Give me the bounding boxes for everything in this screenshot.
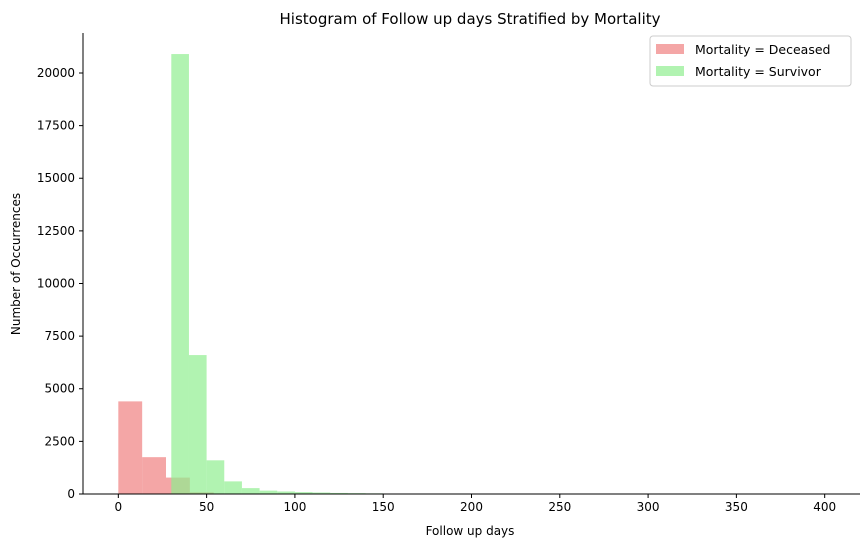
legend-swatch-survivor — [656, 66, 684, 76]
histogram-bar-survivor-0 — [171, 54, 189, 494]
y-tick-label: 15000 — [37, 171, 75, 185]
bars-layer — [118, 54, 824, 494]
histogram-bar-survivor-3 — [224, 481, 242, 494]
y-tick-label: 17500 — [37, 119, 75, 133]
histogram-bar-survivor-2 — [207, 460, 225, 494]
chart-title: Histogram of Follow up days Stratified b… — [280, 10, 661, 28]
histogram-bar-deceased-1 — [142, 457, 166, 494]
legend-swatch-deceased — [656, 44, 684, 54]
y-tick-label: 7500 — [44, 329, 75, 343]
y-tick-label: 20000 — [37, 66, 75, 80]
x-tick-label: 250 — [548, 500, 571, 514]
x-tick-label: 300 — [637, 500, 660, 514]
y-tick-label: 0 — [67, 487, 75, 501]
x-tick-label: 150 — [372, 500, 395, 514]
legend-label-deceased: Mortality = Deceased — [695, 42, 830, 57]
histogram-bar-survivor-1 — [189, 355, 207, 494]
x-tick-label: 350 — [725, 500, 748, 514]
x-tick-label: 50 — [199, 500, 214, 514]
legend: Mortality = Deceased Mortality = Survivo… — [650, 36, 851, 86]
x-tick-label: 0 — [114, 500, 122, 514]
histogram-bar-survivor-4 — [242, 488, 260, 494]
x-tick-label: 200 — [460, 500, 483, 514]
y-tick-label: 5000 — [44, 382, 75, 396]
histogram-bar-survivor-5 — [260, 491, 278, 494]
y-tick-label: 10000 — [37, 276, 75, 290]
x-tick-label: 400 — [813, 500, 836, 514]
y-axis-title: Number of Occurrences — [9, 193, 23, 335]
x-tick-label: 100 — [283, 500, 306, 514]
y-tick-label: 2500 — [44, 434, 75, 448]
x-axis-title: Follow up days — [426, 524, 515, 538]
axes-layer: 0 50 100 150 200 250 300 350 400 0 2500 5000 7500 100… — [37, 33, 860, 514]
legend-label-survivor: Mortality = Survivor — [695, 64, 822, 79]
histogram-bar-deceased-0 — [118, 401, 142, 494]
y-tick-label: 12500 — [37, 224, 75, 238]
